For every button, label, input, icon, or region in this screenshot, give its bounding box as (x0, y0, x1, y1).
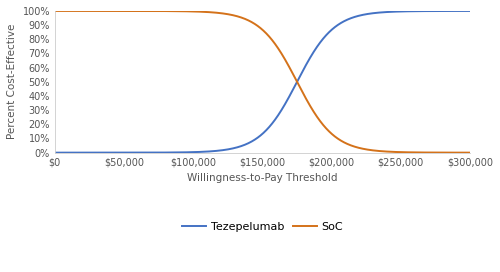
Tezepelumab (379, 11, 385, 14)
Tezepelumab (52, 151, 58, 154)
Line: SoC: SoC (55, 11, 470, 153)
SoC (52, 9, 58, 13)
Line: Tezepelumab: Tezepelumab (55, 11, 470, 153)
SoC (455, 151, 461, 154)
Y-axis label: Percent Cost-Effective: Percent Cost-Effective (7, 24, 17, 140)
Tezepelumab (242, 143, 248, 146)
Tezepelumab (467, 9, 473, 13)
Tezepelumab (73, 151, 79, 154)
SoC (254, 24, 260, 27)
SoC (242, 18, 248, 21)
X-axis label: Willingness-to-Pay Threshold: Willingness-to-Pay Threshold (187, 173, 338, 183)
Tezepelumab (455, 9, 461, 13)
SoC (73, 9, 79, 13)
SoC (455, 151, 461, 154)
SoC (467, 151, 473, 154)
Tezepelumab (254, 137, 260, 140)
SoC (379, 150, 385, 153)
Tezepelumab (455, 9, 461, 13)
Legend: Tezepelumab, SoC: Tezepelumab, SoC (177, 218, 348, 237)
